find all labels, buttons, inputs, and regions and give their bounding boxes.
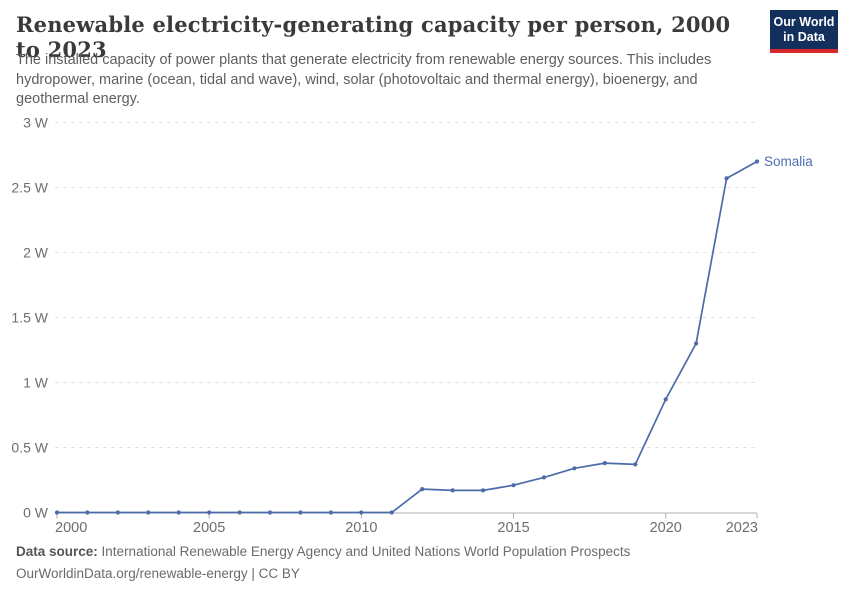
- owid-logo-line1: Our World: [773, 15, 835, 29]
- y-axis-label: 0.5 W: [11, 440, 48, 456]
- x-axis-label: 2005: [193, 520, 225, 536]
- data-point[interactable]: [450, 488, 455, 493]
- chart-title: Renewable electricity-generating capacit…: [16, 12, 731, 62]
- data-point[interactable]: [602, 461, 607, 466]
- subtitle-line: The installed capacity of power plants t…: [16, 52, 712, 68]
- data-point[interactable]: [389, 510, 394, 515]
- data-point[interactable]: [572, 466, 577, 471]
- data-point[interactable]: [663, 397, 668, 402]
- owid-logo[interactable]: Our World in Data: [770, 10, 838, 53]
- x-axis-label: 2015: [497, 520, 529, 536]
- data-point[interactable]: [207, 510, 212, 515]
- y-axis-label: 3 W: [23, 115, 49, 131]
- data-point[interactable]: [633, 462, 638, 467]
- data-point[interactable]: [237, 510, 242, 515]
- data-point[interactable]: [85, 510, 90, 515]
- data-point[interactable]: [481, 488, 486, 493]
- entity-label[interactable]: Somalia: [764, 154, 813, 169]
- data-point[interactable]: [694, 341, 699, 346]
- data-point[interactable]: [754, 159, 760, 164]
- chart-footer: Data source: International Renewable Ene…: [16, 541, 796, 585]
- owid-link-line[interactable]: OurWorldinData.org/renewable-energy | CC…: [16, 566, 300, 581]
- data-point[interactable]: [176, 510, 181, 515]
- data-source-line: Data source: International Renewable Ene…: [16, 541, 796, 563]
- data-source-label: Data source:: [16, 544, 98, 559]
- owid-logo-line2: in Data: [783, 30, 825, 44]
- chart-subtitle: The installed capacity of power plants t…: [16, 51, 766, 110]
- line-chart: 0 W 0.5 W 1 W 1.5 W 2 W 2.5 W 3 W 2000 2005 2010 2…: [11, 115, 813, 537]
- data-point[interactable]: [541, 475, 547, 480]
- x-axis-label: 2000: [55, 520, 87, 536]
- data-point[interactable]: [724, 176, 729, 181]
- subtitle-line: hydropower, marine (ocean, tidal and wav…: [16, 71, 698, 88]
- subtitle-line: geothermal energy.: [16, 91, 140, 107]
- y-axis-label: 0 W: [23, 505, 49, 521]
- x-axis-label: 2023: [726, 520, 758, 536]
- data-point[interactable]: [328, 510, 333, 515]
- y-axis-label: 2 W: [23, 245, 49, 261]
- data-point[interactable]: [267, 510, 273, 515]
- x-axis-label: 2010: [345, 520, 377, 536]
- data-point[interactable]: [359, 510, 364, 515]
- data-point[interactable]: [54, 510, 60, 515]
- data-point[interactable]: [298, 510, 303, 515]
- data-point[interactable]: [511, 483, 516, 488]
- data-source-text: International Renewable Energy Agency an…: [101, 544, 631, 559]
- y-axis-label: 2.5 W: [11, 180, 48, 196]
- data-line[interactable]: [57, 160, 758, 514]
- data-point[interactable]: [146, 510, 151, 515]
- y-axis-label: 1.5 W: [11, 310, 48, 326]
- x-axis-label: 2020: [650, 520, 682, 536]
- data-point[interactable]: [115, 510, 120, 515]
- y-axis-label: 1 W: [23, 375, 49, 391]
- data-point[interactable]: [420, 487, 425, 492]
